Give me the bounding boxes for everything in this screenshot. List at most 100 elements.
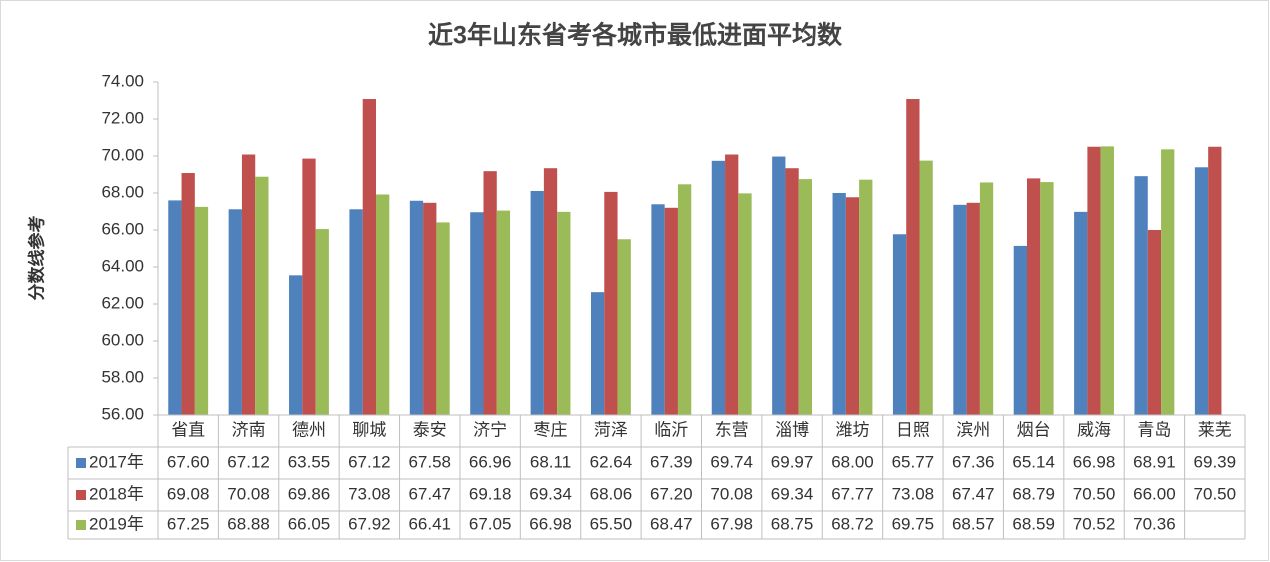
table-value: 73.08 <box>348 484 391 503</box>
table-value: 69.08 <box>167 484 210 503</box>
x-tick-label: 济南 <box>232 420 266 439</box>
bar <box>409 200 424 415</box>
bar <box>617 239 631 415</box>
x-tick-label: 德州 <box>292 420 326 439</box>
table-value: 70.52 <box>1073 514 1116 533</box>
bar <box>1040 182 1054 415</box>
table-value: 66.98 <box>1073 452 1116 471</box>
x-tick-label: 日照 <box>896 420 930 439</box>
table-value: 73.08 <box>892 484 935 503</box>
table-value: 67.36 <box>952 452 995 471</box>
table-value: 67.98 <box>710 514 753 533</box>
x-tick-label: 青岛 <box>1137 420 1171 439</box>
table-value: 66.98 <box>529 514 572 533</box>
bar <box>711 160 726 415</box>
table-value: 66.96 <box>469 452 512 471</box>
x-tick-label: 滨州 <box>956 420 990 439</box>
bar <box>530 190 544 415</box>
table-value: 68.91 <box>1133 452 1176 471</box>
bar <box>362 99 377 416</box>
x-tick-label: 聊城 <box>352 420 386 439</box>
table-value: 67.92 <box>348 514 391 533</box>
table-value: 68.75 <box>771 514 814 533</box>
x-tick-label: 莱芜 <box>1198 420 1232 439</box>
bar <box>1147 230 1162 415</box>
x-tick-label: 省直 <box>171 420 205 439</box>
bar <box>677 184 692 415</box>
bar <box>845 197 860 415</box>
table-value: 65.77 <box>892 452 935 471</box>
bar <box>543 168 558 415</box>
bar <box>1013 245 1027 415</box>
table-value: 68.88 <box>227 514 270 533</box>
bar <box>859 179 873 415</box>
bar <box>194 206 209 415</box>
bar <box>1074 211 1088 415</box>
bar <box>1026 178 1041 415</box>
table-value: 67.47 <box>408 484 451 503</box>
bar <box>168 200 182 415</box>
table-value: 68.47 <box>650 514 693 533</box>
x-tick-label: 济宁 <box>473 420 507 439</box>
table-value: 70.50 <box>1194 484 1237 503</box>
table-value: 69.18 <box>469 484 512 503</box>
table-value: 67.47 <box>952 484 995 503</box>
table-value: 67.12 <box>348 452 391 471</box>
y-tick-label: 74.00 <box>101 71 144 90</box>
table-value: 62.64 <box>590 452 633 471</box>
table-value: 68.00 <box>831 452 874 471</box>
table-value: 68.57 <box>952 514 995 533</box>
y-axis-label: 分数线参考 <box>26 216 46 301</box>
bar <box>590 292 605 415</box>
table-value: 69.34 <box>771 484 814 503</box>
bar <box>725 154 739 415</box>
table-value: 67.05 <box>469 514 512 533</box>
y-tick-label: 62.00 <box>101 293 144 312</box>
bar <box>832 193 846 415</box>
bar <box>772 156 786 415</box>
table-value: 69.39 <box>1194 452 1237 471</box>
table-value: 67.25 <box>167 514 210 533</box>
table-value: 67.77 <box>831 484 874 503</box>
table-value: 68.06 <box>590 484 633 503</box>
bar <box>436 222 450 415</box>
legend-swatch <box>76 490 86 500</box>
table-value: 70.08 <box>227 484 270 503</box>
x-tick-label: 潍坊 <box>835 420 869 439</box>
x-tick-label: 菏泽 <box>594 420 628 439</box>
x-tick-label: 淄博 <box>775 420 809 439</box>
bar <box>979 182 994 415</box>
bar <box>798 179 813 415</box>
table-value: 63.55 <box>288 452 331 471</box>
table-value: 65.14 <box>1012 452 1055 471</box>
legend-swatch <box>76 520 86 530</box>
bar <box>496 210 511 415</box>
table-value: 70.50 <box>1073 484 1116 503</box>
bar <box>289 275 303 415</box>
y-tick-label: 70.00 <box>101 145 144 164</box>
bar <box>181 173 195 415</box>
bar <box>604 191 618 415</box>
table-value: 68.59 <box>1012 514 1055 533</box>
bar <box>228 209 242 415</box>
bar <box>557 211 571 415</box>
y-tick-label: 72.00 <box>101 108 144 127</box>
legend-label: 2017年 <box>89 452 144 471</box>
bar <box>1161 149 1175 415</box>
table-value: 68.79 <box>1012 484 1055 503</box>
table-value: 70.36 <box>1133 514 1176 533</box>
table-value: 69.86 <box>288 484 331 503</box>
bar <box>315 229 329 415</box>
legend-label: 2018年 <box>89 484 144 503</box>
table-value: 66.00 <box>1133 484 1176 503</box>
chart-title: 近3年山东省考各城市最低进面平均数 <box>428 21 843 50</box>
table-value: 69.75 <box>892 514 935 533</box>
bar <box>470 212 484 415</box>
bar <box>241 154 256 415</box>
bar <box>376 194 390 415</box>
y-tick-label: 60.00 <box>101 330 144 349</box>
table-value: 68.11 <box>530 452 571 471</box>
x-tick-label: 枣庄 <box>534 420 568 439</box>
bar <box>1134 176 1148 415</box>
